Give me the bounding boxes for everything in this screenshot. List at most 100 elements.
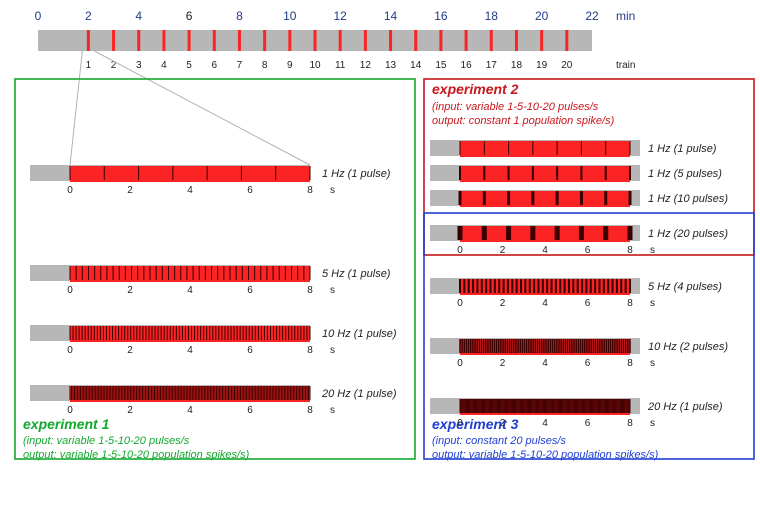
train-label: 13 — [385, 60, 397, 71]
sec-tick: 4 — [542, 358, 548, 369]
sec-tick: 8 — [307, 405, 313, 416]
sec-tick: 0 — [457, 245, 463, 256]
exp3-line2: output: variable 1-5-10-20 population sp… — [432, 449, 659, 461]
sec-unit: s — [650, 245, 655, 256]
stim-label: 1 Hz (20 pulses) — [648, 228, 728, 240]
stim-bar-fill — [460, 141, 630, 157]
train-label: 9 — [287, 60, 293, 71]
min-label: 4 — [135, 9, 142, 23]
stim-label: 5 Hz (4 pulses) — [648, 281, 722, 293]
exp1-line2: output: variable 1-5-10-20 population sp… — [23, 449, 250, 461]
train-label: 15 — [435, 60, 447, 71]
sec-tick: 6 — [247, 345, 253, 356]
stim-label: 10 Hz (2 pulses) — [648, 341, 728, 353]
sec-tick: 4 — [542, 245, 548, 256]
min-label: 8 — [236, 9, 243, 23]
train-label: 5 — [186, 60, 192, 71]
exp2-title: experiment 2 — [432, 81, 519, 97]
train-label: 1 — [86, 60, 92, 71]
sec-tick: 0 — [67, 405, 73, 416]
sec-tick: 2 — [500, 298, 506, 309]
sec-tick: 0 — [67, 185, 73, 196]
sec-tick: 2 — [127, 405, 133, 416]
min-label: 14 — [384, 9, 398, 23]
sec-tick: 6 — [585, 298, 591, 309]
sec-tick: 4 — [187, 345, 193, 356]
min-label: 12 — [334, 9, 348, 23]
sec-tick: 0 — [67, 345, 73, 356]
sec-unit: s — [330, 345, 335, 356]
stim-label: 1 Hz (5 pulses) — [648, 168, 722, 180]
min-label: 10 — [283, 9, 297, 23]
sec-tick: 8 — [307, 185, 313, 196]
sec-tick: 0 — [457, 358, 463, 369]
sec-tick: 4 — [187, 405, 193, 416]
sec-unit: s — [650, 358, 655, 369]
sec-tick: 0 — [67, 285, 73, 296]
exp3-title: experiment 3 — [432, 416, 519, 432]
sec-unit: s — [330, 185, 335, 196]
sec-tick: 8 — [627, 245, 633, 256]
train-label: 10 — [309, 60, 321, 71]
train-label: 7 — [237, 60, 243, 71]
sec-tick: 2 — [127, 345, 133, 356]
train-label: 8 — [262, 60, 268, 71]
sec-tick: 2 — [127, 285, 133, 296]
train-label: 17 — [486, 60, 498, 71]
sec-tick: 8 — [627, 298, 633, 309]
stim-label: 1 Hz (10 pulses) — [648, 193, 728, 205]
min-label: 20 — [535, 9, 549, 23]
sec-tick: 4 — [542, 418, 548, 429]
min-label: 22 — [585, 9, 599, 23]
stim-label: 20 Hz (1 pulse) — [647, 401, 723, 413]
stim-label: 5 Hz (1 pulse) — [322, 268, 391, 280]
stim-label: 20 Hz (1 pulse) — [321, 388, 397, 400]
stim-label: 1 Hz (1 pulse) — [648, 143, 717, 155]
sec-tick: 4 — [187, 185, 193, 196]
train-label: 11 — [335, 60, 346, 71]
sec-tick: 2 — [500, 358, 506, 369]
min-label: 0 — [35, 9, 42, 23]
sec-unit: s — [330, 405, 335, 416]
min-label: 2 — [85, 9, 92, 23]
sec-tick: 8 — [307, 345, 313, 356]
sec-unit: s — [650, 298, 655, 309]
sec-tick: 6 — [585, 358, 591, 369]
sec-tick: 6 — [247, 185, 253, 196]
sec-tick: 0 — [457, 298, 463, 309]
train-label: 20 — [561, 60, 573, 71]
min-label: 18 — [485, 9, 499, 23]
stim-label: 1 Hz (1 pulse) — [322, 168, 391, 180]
sec-tick: 2 — [127, 185, 133, 196]
train-label: 6 — [211, 60, 217, 71]
sec-unit: s — [650, 418, 655, 429]
sec-tick: 8 — [627, 358, 633, 369]
exp3-line1: (input: constant 20 pulses/s — [432, 435, 566, 447]
train-unit: train — [616, 60, 635, 71]
exp2-line2: output: constant 1 population spike/s) — [432, 115, 615, 127]
min-label: 16 — [434, 9, 448, 23]
stim-bar-fill — [460, 166, 630, 182]
sec-tick: 2 — [500, 418, 506, 429]
sec-tick: 8 — [627, 418, 633, 429]
sec-tick: 6 — [247, 405, 253, 416]
train-label: 3 — [136, 60, 142, 71]
exp1-line1: (input: variable 1-5-10-20 pulses/s — [23, 435, 190, 447]
sec-tick: 6 — [585, 418, 591, 429]
sec-tick: 6 — [585, 245, 591, 256]
stim-bar-fill — [70, 166, 310, 182]
train-label: 4 — [161, 60, 167, 71]
exp1-title: experiment 1 — [23, 416, 110, 432]
train-label: 18 — [511, 60, 523, 71]
sec-tick: 4 — [542, 298, 548, 309]
sec-tick: 2 — [500, 245, 506, 256]
min-unit: min — [616, 9, 635, 23]
stim-bar-fill — [70, 266, 310, 282]
train-label: 16 — [461, 60, 473, 71]
sec-tick: 6 — [247, 285, 253, 296]
guide-line — [94, 51, 310, 165]
exp2-line1: (input: variable 1-5-10-20 pulses/s — [432, 101, 599, 113]
sec-tick: 0 — [457, 418, 463, 429]
train-label: 12 — [360, 60, 372, 71]
sec-unit: s — [330, 285, 335, 296]
